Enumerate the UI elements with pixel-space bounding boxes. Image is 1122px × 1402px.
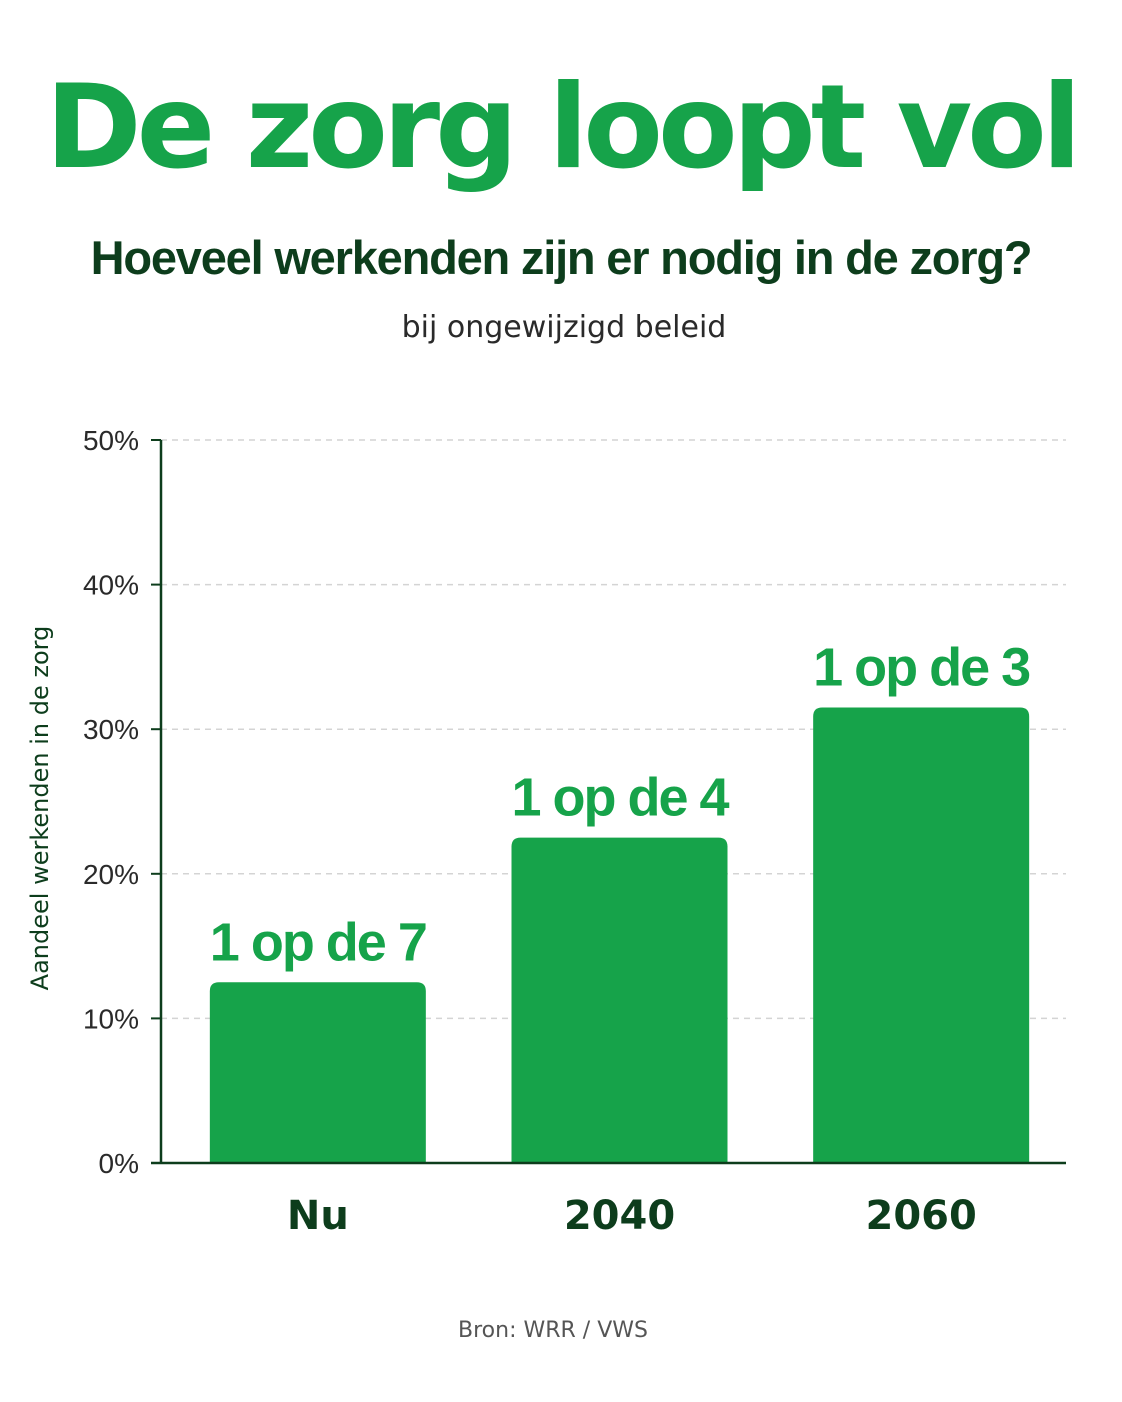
data-label-2060: 1 op de 3: [813, 638, 1030, 698]
y-tick-label: 10%: [83, 1003, 139, 1034]
chart-subtitle: Hoeveel werkenden zijn er nodig in de zo…: [90, 231, 1033, 284]
y-axis-title: Aandeel werkenden in de zorg: [26, 626, 54, 991]
data-label-2040: 1 op de 4: [511, 768, 729, 828]
x-category-labels: Nu 2040 2060: [287, 1193, 977, 1239]
data-labels: 1 op de 7 1 op de 4 1 op de 3: [210, 638, 1032, 973]
x-category-label: 2040: [564, 1193, 675, 1239]
y-tick-label: 20%: [83, 859, 139, 890]
axes: [151, 440, 1066, 1165]
y-tick-label: 40%: [83, 570, 139, 601]
chart-note: bij ongewijzigd beleid: [401, 310, 727, 345]
source-credit: Bron: WRR / VWS: [458, 1318, 648, 1343]
bars: [209, 707, 1030, 1163]
y-tick-label: 0%: [99, 1148, 139, 1179]
y-tick-label: 50%: [83, 425, 139, 456]
data-label-nu: 1 op de 7: [210, 912, 426, 972]
y-tick-label: 30%: [83, 714, 139, 745]
bar-chart: 0%10%20%30%40%50% Nu 2040 2060 1 op de 71 …: [26, 425, 1066, 1239]
bar-2060: [813, 707, 1030, 1163]
x-category-label: Nu: [287, 1193, 349, 1239]
page-title: De zorg loopt vol: [45, 60, 1081, 195]
bar-2040: [511, 837, 728, 1163]
x-category-label: 2060: [866, 1193, 977, 1239]
bar-nu: [209, 982, 426, 1163]
y-tick-labels: 0% 10% 20% 30% 40% 50%: [83, 425, 161, 1179]
